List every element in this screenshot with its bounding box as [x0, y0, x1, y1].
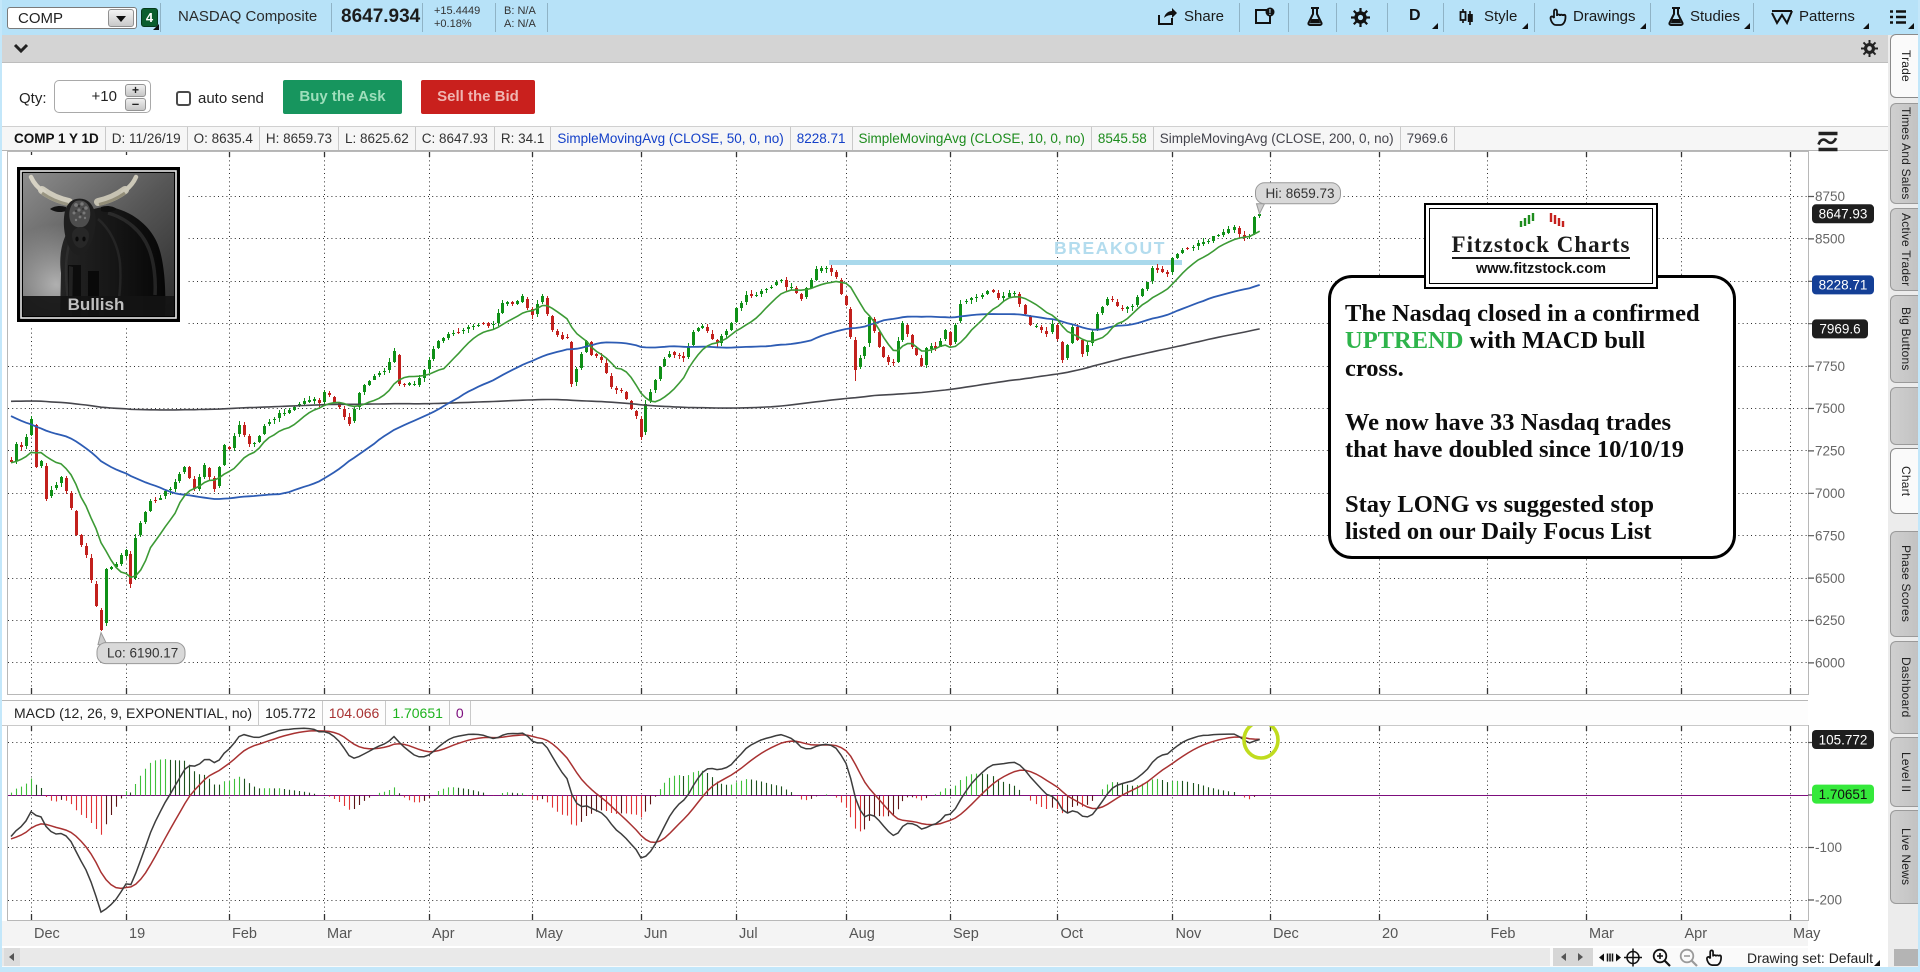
- svg-text:Bullish: Bullish: [68, 295, 125, 314]
- svg-text:8228.71: 8228.71: [1819, 278, 1868, 293]
- svg-text:6250: 6250: [1815, 613, 1845, 628]
- svg-text:8500: 8500: [1815, 232, 1845, 247]
- svg-text:7250: 7250: [1815, 444, 1845, 459]
- svg-text:20: 20: [1382, 926, 1398, 942]
- svg-text:Hi: 8659.73: Hi: 8659.73: [1266, 186, 1335, 201]
- svg-text:Feb: Feb: [1491, 926, 1516, 942]
- svg-text:Aug: Aug: [849, 926, 875, 942]
- svg-text:7000: 7000: [1815, 486, 1845, 501]
- svg-text:8647.93: 8647.93: [1819, 207, 1868, 222]
- svg-text:1.70651: 1.70651: [1819, 787, 1868, 802]
- svg-text:May: May: [536, 926, 564, 942]
- svg-text:Nov: Nov: [1176, 926, 1203, 942]
- svg-text:8750: 8750: [1815, 189, 1845, 204]
- svg-text:6500: 6500: [1815, 571, 1845, 586]
- svg-text:Oct: Oct: [1061, 926, 1084, 942]
- svg-text:19: 19: [129, 926, 145, 942]
- svg-text:Sep: Sep: [953, 926, 979, 942]
- svg-text:BREAKOUT: BREAKOUT: [1054, 238, 1166, 258]
- svg-text:Feb: Feb: [232, 926, 257, 942]
- svg-text:!: !: [1269, 8, 1272, 17]
- svg-text:Jul: Jul: [739, 926, 758, 942]
- svg-text:-200: -200: [1815, 893, 1842, 908]
- svg-text:Jun: Jun: [644, 926, 667, 942]
- svg-text:Mar: Mar: [327, 926, 352, 942]
- svg-text:6750: 6750: [1815, 528, 1845, 543]
- svg-text:Apr: Apr: [432, 926, 455, 942]
- svg-text:105.772: 105.772: [1819, 732, 1868, 747]
- svg-text:Apr: Apr: [1685, 926, 1708, 942]
- svg-text:Dec: Dec: [1273, 926, 1299, 942]
- svg-text:7500: 7500: [1815, 401, 1845, 416]
- svg-text:7750: 7750: [1815, 359, 1845, 374]
- svg-text:Dec: Dec: [34, 926, 60, 942]
- svg-text:7969.6: 7969.6: [1819, 322, 1860, 337]
- svg-text:-100: -100: [1815, 840, 1842, 855]
- svg-text:Mar: Mar: [1589, 926, 1614, 942]
- svg-text:6000: 6000: [1815, 656, 1845, 671]
- svg-text:May: May: [1793, 926, 1821, 942]
- svg-text:Lo: 6190.17: Lo: 6190.17: [107, 646, 178, 661]
